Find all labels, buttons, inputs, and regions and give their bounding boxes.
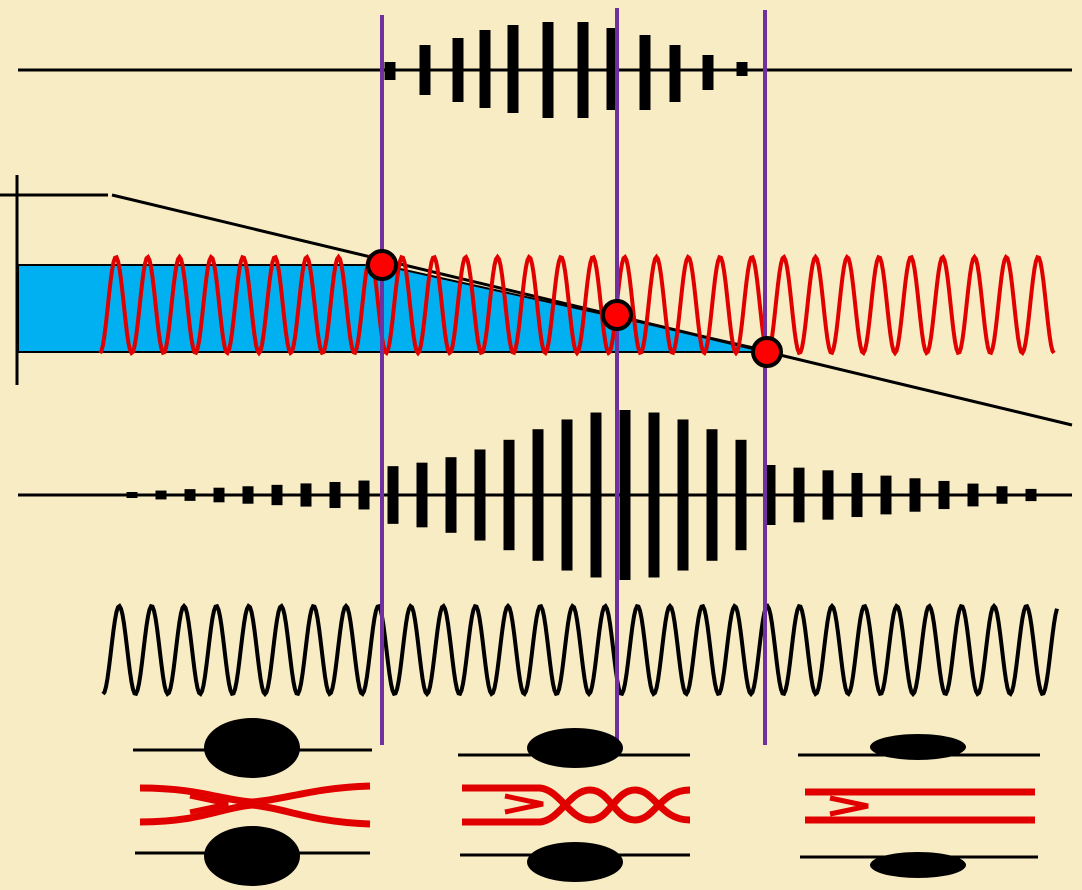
sound-bar [561,419,573,571]
vessel-occluded [133,718,372,886]
sound-bar [126,492,138,498]
vessel-turbulent [458,728,691,882]
sound-bar [764,465,776,525]
arterial-pressure-wave [98,253,1056,357]
point [601,299,633,331]
sound-bar [938,480,950,510]
sound-bar [479,30,491,108]
sound-bar [542,22,554,118]
sound-bar [996,486,1008,504]
sound-bar [669,45,681,102]
top-bars [384,22,748,118]
sound-bar [735,439,747,551]
sound-bar [155,490,167,500]
sound-bar [387,466,399,524]
sound-bar [271,484,283,506]
sound-bar [880,475,892,515]
sound-bar [851,472,863,518]
sound-bar [590,412,602,578]
sound-bar [419,45,431,95]
sound-bar [184,489,196,501]
sound-bar [452,38,464,102]
sound-bar [358,480,370,510]
sound-bar [242,486,254,504]
sound-bar [416,462,428,528]
sound-bar [706,429,718,561]
sound-bar [639,35,651,110]
sound-bar [213,487,225,503]
point [366,249,398,281]
sound-bar [577,22,589,118]
vessel-open [798,734,1040,878]
sound-bar [532,429,544,561]
sound-bar [677,419,689,571]
sound-bar [300,483,312,507]
cuff-pressure-line [111,193,1073,427]
sound-bar [909,478,921,512]
pulse-wave [101,602,1059,698]
sound-bar [329,481,341,509]
sound-bar [606,28,618,110]
sound-bar [822,470,834,520]
sound-bar [619,410,631,580]
sound-bar [736,62,748,76]
sound-bar [793,467,805,523]
sound-bar [702,55,714,90]
point [751,336,783,368]
middle-bars [126,410,1037,580]
sound-bar [1025,488,1037,502]
sound-bar [507,25,519,113]
sound-bar [474,449,486,541]
sound-bar [503,439,515,551]
sound-bar [648,412,660,578]
sound-bar [384,62,396,80]
sound-bar [445,457,457,533]
sound-bar [967,483,979,507]
